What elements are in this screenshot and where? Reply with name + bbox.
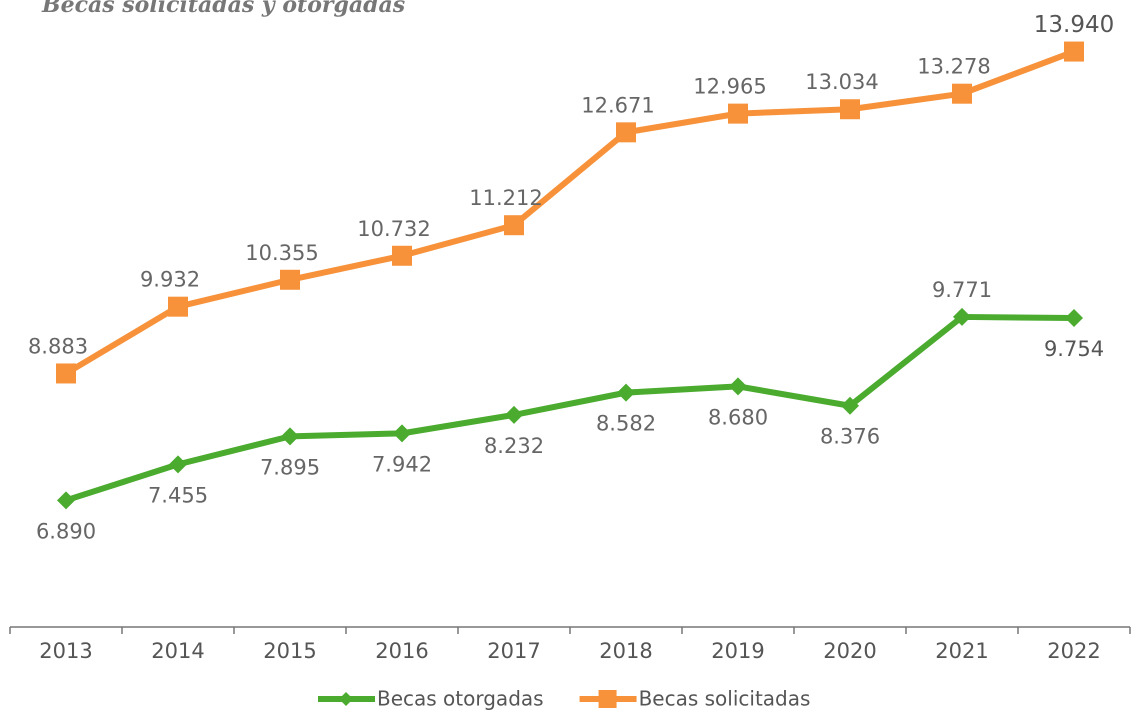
legend-marker xyxy=(598,690,617,708)
marker xyxy=(953,307,971,326)
data-label: 12.671 xyxy=(581,93,654,117)
data-label: 8.883 xyxy=(28,334,88,358)
marker xyxy=(393,424,411,443)
marker xyxy=(729,377,747,396)
marker xyxy=(952,83,972,104)
x-tick-label: 2019 xyxy=(711,639,764,663)
data-label: 8.680 xyxy=(708,405,768,429)
data-label: 10.732 xyxy=(357,217,430,241)
x-tick-label: 2016 xyxy=(375,639,428,663)
line xyxy=(64,48,1076,377)
data-label: 9.932 xyxy=(140,268,200,292)
data-label: 7.455 xyxy=(148,483,208,507)
data-label: 7.895 xyxy=(260,455,320,479)
data-label: 13.940 xyxy=(1034,12,1114,38)
chart-title: Becas solicitadas y otorgadas xyxy=(41,0,405,18)
marker xyxy=(840,99,860,120)
data-label: 8.582 xyxy=(596,412,656,436)
x-tick-label: 2021 xyxy=(935,639,988,663)
legend-marker xyxy=(339,692,353,706)
line xyxy=(65,313,1075,504)
data-label: 9.754 xyxy=(1044,337,1104,361)
marker xyxy=(1064,41,1084,62)
marker xyxy=(841,396,859,415)
legend-label: Becas solicitadas xyxy=(639,687,811,711)
marker xyxy=(280,269,300,290)
marker xyxy=(57,491,75,510)
data-label: 7.942 xyxy=(372,452,432,476)
data-label: 8.232 xyxy=(484,434,544,458)
marker xyxy=(56,363,76,384)
x-tick-label: 2022 xyxy=(1047,639,1100,663)
marker xyxy=(392,245,412,266)
marker xyxy=(504,215,524,236)
marker xyxy=(281,427,299,446)
data-label: 6.890 xyxy=(36,519,96,543)
marker xyxy=(616,122,636,143)
data-label: 9.771 xyxy=(932,278,992,302)
marker xyxy=(1065,309,1083,328)
x-tick-label: 2013 xyxy=(39,639,92,663)
marker xyxy=(169,455,187,474)
data-label: 13.278 xyxy=(917,55,990,79)
x-tick-label: 2018 xyxy=(599,639,652,663)
x-tick-label: 2017 xyxy=(487,639,540,663)
data-label: 12.965 xyxy=(693,75,766,99)
marker xyxy=(168,296,188,317)
marker xyxy=(617,383,635,402)
x-tick-label: 2020 xyxy=(823,639,876,663)
x-tick-label: 2014 xyxy=(151,639,204,663)
data-label: 11.212 xyxy=(469,186,542,210)
data-label: 13.034 xyxy=(805,70,878,94)
marker xyxy=(728,103,748,124)
x-tick-label: 2015 xyxy=(263,639,316,663)
legend-label: Becas otorgadas xyxy=(377,687,544,711)
data-label: 8.376 xyxy=(820,425,880,449)
data-label: 10.355 xyxy=(245,241,318,265)
marker xyxy=(505,405,523,424)
